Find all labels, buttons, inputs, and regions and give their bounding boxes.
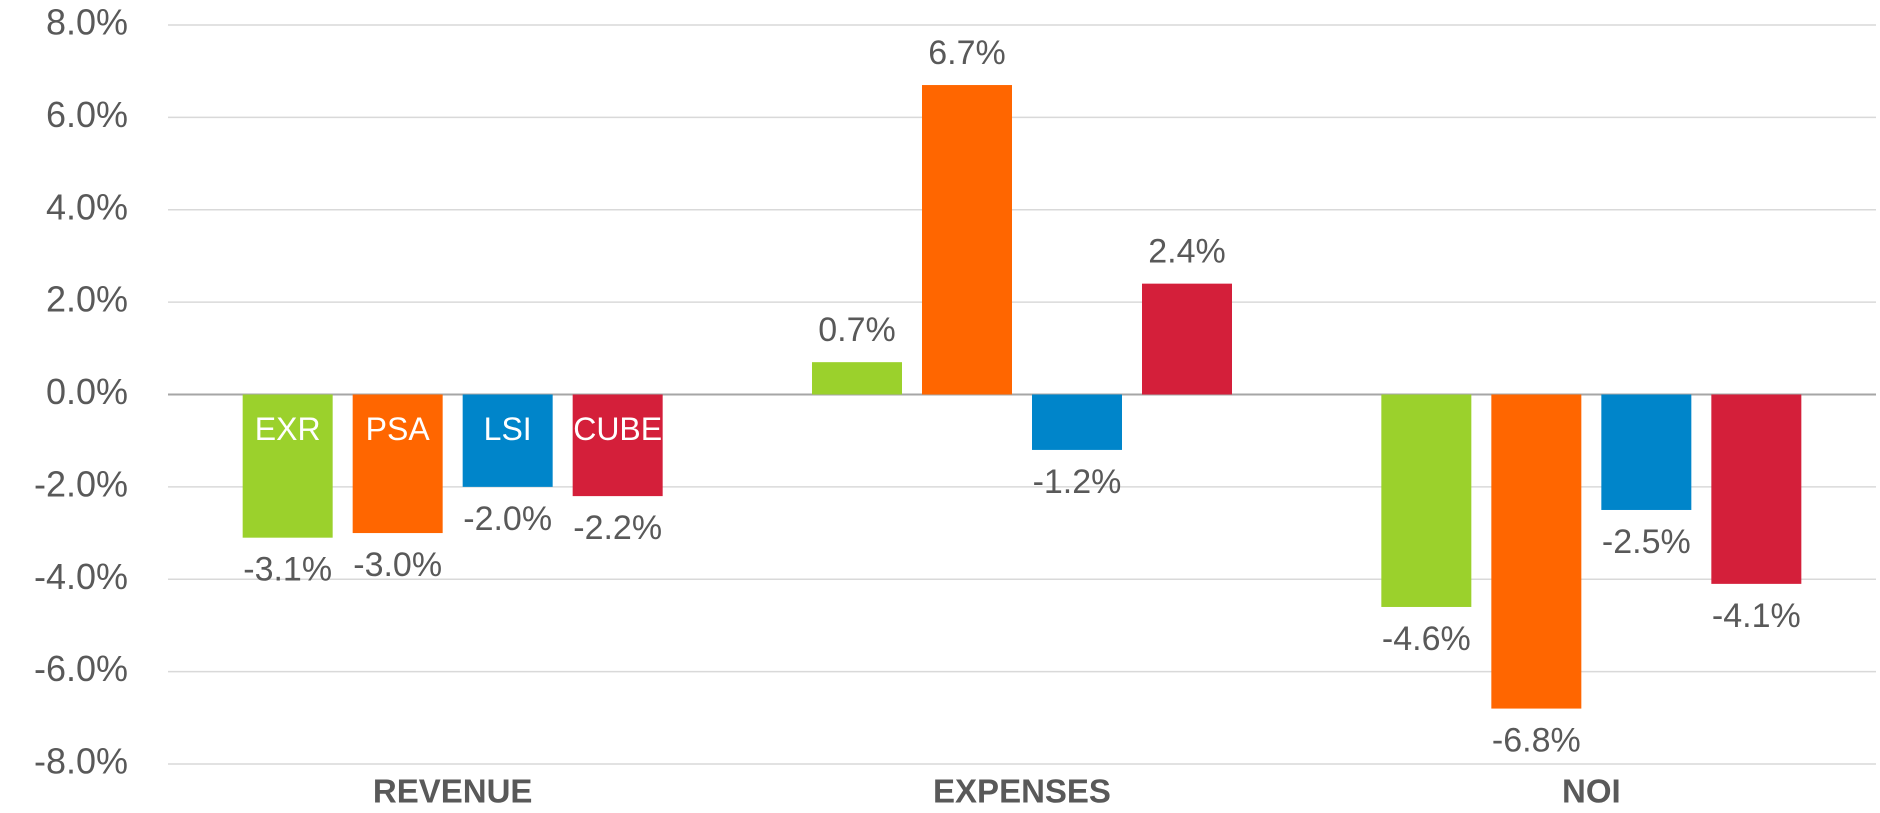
y-tick-label: 6.0%	[46, 94, 128, 135]
value-label: -2.2%	[573, 509, 662, 547]
legend-label: PSA	[366, 411, 431, 447]
y-tick-label: 4.0%	[46, 186, 128, 227]
value-label: 2.4%	[1148, 233, 1226, 271]
y-tick-label: -4.0%	[34, 556, 128, 597]
value-label: -2.0%	[463, 500, 552, 538]
value-label: -2.5%	[1602, 523, 1691, 561]
bar	[242, 394, 333, 538]
legend-label: EXR	[255, 411, 321, 447]
x-tick-label: EXPENSES	[933, 773, 1111, 810]
value-label: 0.7%	[818, 311, 896, 349]
y-tick-label: -6.0%	[34, 648, 128, 689]
value-label: -1.2%	[1033, 463, 1122, 501]
bar	[1711, 394, 1802, 584]
y-tick-label: 8.0%	[46, 2, 128, 43]
bar	[1381, 394, 1472, 607]
value-label: -4.6%	[1382, 620, 1471, 658]
legend-label: CUBE	[573, 411, 662, 447]
legend-label: LSI	[484, 411, 532, 447]
bar	[462, 394, 553, 487]
y-tick-label: -2.0%	[34, 463, 128, 504]
value-label: 6.7%	[928, 34, 1006, 72]
x-tick-label: NOI	[1562, 773, 1621, 810]
value-label: -3.0%	[353, 546, 442, 584]
value-label: -4.1%	[1712, 597, 1801, 635]
y-tick-label: 0.0%	[46, 371, 128, 412]
value-label: -6.8%	[1492, 722, 1581, 760]
bar	[1601, 394, 1692, 510]
bar	[1491, 394, 1582, 709]
y-tick-label: 2.0%	[46, 279, 128, 320]
y-tick-label: -8.0%	[34, 741, 128, 782]
bar	[812, 362, 902, 395]
bar	[922, 85, 1012, 395]
bar	[572, 394, 663, 497]
bar	[1032, 394, 1122, 450]
value-label: -3.1%	[243, 551, 332, 589]
bar	[1142, 283, 1232, 395]
x-tick-label: REVENUE	[373, 773, 533, 810]
bar	[352, 394, 443, 534]
